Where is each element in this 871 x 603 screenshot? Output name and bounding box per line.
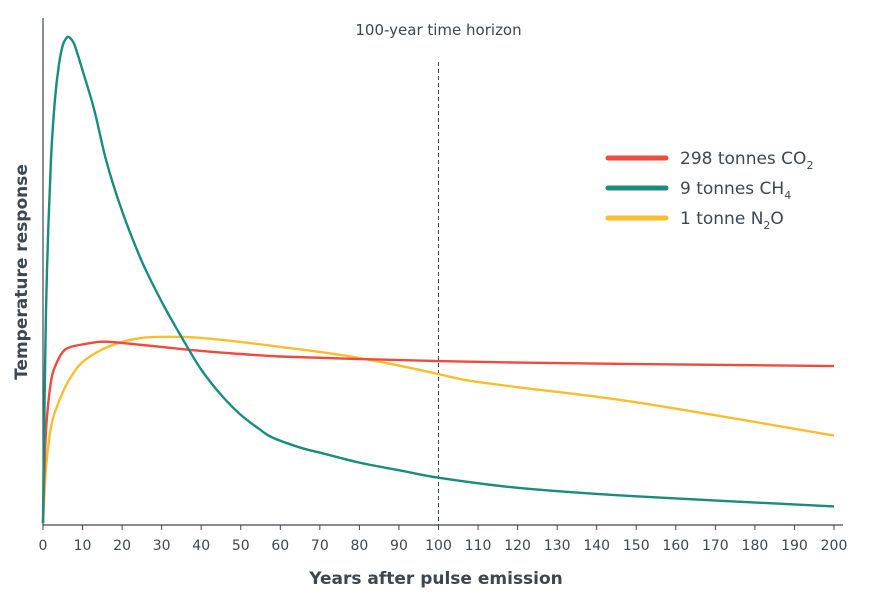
x-tick-label: 0 bbox=[39, 538, 48, 554]
y-axis-label: Temperature response bbox=[12, 164, 32, 380]
x-tick-label: 90 bbox=[390, 538, 408, 554]
x-tick-label: 190 bbox=[781, 538, 808, 554]
x-tick-label: 20 bbox=[113, 538, 131, 554]
x-tick-label: 30 bbox=[153, 538, 171, 554]
x-tick-label: 50 bbox=[232, 538, 250, 554]
x-tick-label: 140 bbox=[583, 538, 610, 554]
x-tick-label: 40 bbox=[192, 538, 210, 554]
x-tick-label: 170 bbox=[702, 538, 729, 554]
x-tick-label: 110 bbox=[465, 538, 492, 554]
x-axis-label: Years after pulse emission bbox=[308, 569, 563, 589]
x-tick-label: 180 bbox=[742, 538, 769, 554]
time-horizon-label: 100-year time horizon bbox=[355, 21, 521, 39]
legend-label: 1 tonne N2O bbox=[680, 209, 784, 232]
series-line-0 bbox=[41, 340, 835, 524]
x-tick-label: 150 bbox=[623, 538, 650, 554]
x-tick-label: 130 bbox=[544, 538, 571, 554]
x-tick-label: 10 bbox=[74, 538, 92, 554]
x-ticks: 0 10 20 30 40 50 60 70 80 90 100 110 120 130 140 150 160… bbox=[39, 525, 848, 554]
x-tick-label: 200 bbox=[821, 538, 848, 554]
legend-label: 298 tonnes CO2 bbox=[680, 149, 813, 172]
legend: 298 tonnes CO2 9 tonnes CH4 1 tonne N2O bbox=[605, 149, 813, 232]
x-tick-label: 60 bbox=[271, 538, 289, 554]
x-tick-label: 120 bbox=[504, 538, 531, 554]
x-tick-label: 160 bbox=[662, 538, 689, 554]
legend-label: 9 tonnes CH4 bbox=[680, 179, 791, 202]
series-line-1 bbox=[41, 35, 835, 524]
x-tick-label: 100 bbox=[425, 538, 452, 554]
x-tick-label: 80 bbox=[350, 538, 368, 554]
series-lines bbox=[41, 35, 835, 524]
x-tick-label: 70 bbox=[311, 538, 329, 554]
